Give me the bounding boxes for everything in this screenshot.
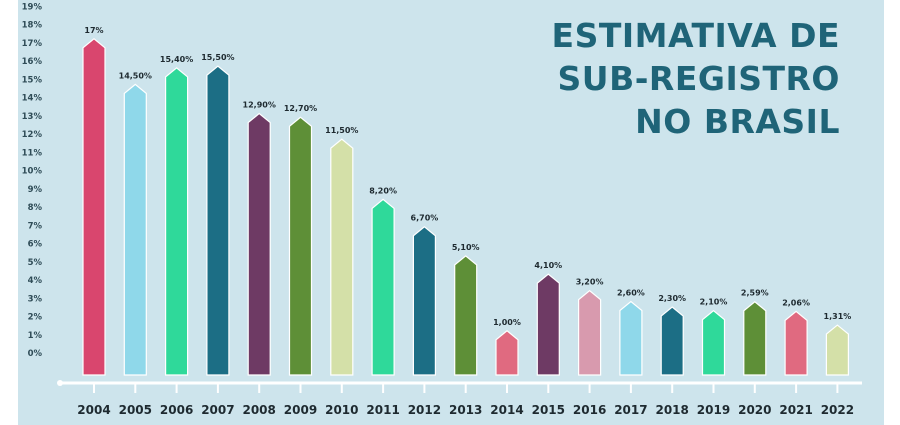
y-tick-label: 11% xyxy=(22,148,43,158)
data-label: 2,60% xyxy=(617,289,645,298)
y-tick-label: 10% xyxy=(22,167,43,177)
x-tick-label: 2015 xyxy=(532,403,565,417)
data-label: 14,50% xyxy=(119,71,152,80)
y-tick-label: 3% xyxy=(28,294,43,304)
x-tick-label: 2007 xyxy=(201,403,234,417)
x-tick-label: 2006 xyxy=(160,403,193,417)
data-label: 2,06% xyxy=(782,298,810,307)
y-tick-label: 8% xyxy=(28,203,43,213)
data-label: 12,70% xyxy=(284,104,317,113)
data-label: 6,70% xyxy=(411,214,439,223)
y-tick-label: 6% xyxy=(28,240,43,250)
data-label: 2,10% xyxy=(700,298,728,307)
x-tick-label: 2014 xyxy=(490,403,523,417)
bar-2004 xyxy=(82,37,106,376)
y-tick-label: 14% xyxy=(22,94,43,104)
x-tick-label: 2009 xyxy=(284,403,317,417)
y-tick-label: 2% xyxy=(28,313,43,323)
bar-2005 xyxy=(123,83,147,376)
bar-2013 xyxy=(454,255,478,376)
data-label: 12,90% xyxy=(243,101,276,110)
bar-2007 xyxy=(206,65,230,376)
x-tick-label: 2010 xyxy=(325,403,358,417)
x-tick-label: 2013 xyxy=(449,403,482,417)
bar-2006 xyxy=(165,67,189,376)
bar-2011 xyxy=(371,198,395,376)
bar-2022 xyxy=(825,324,849,376)
bar-2016 xyxy=(578,289,602,376)
x-tick-label: 2018 xyxy=(655,403,688,417)
chart-panel xyxy=(18,0,884,425)
y-tick-label: 19% xyxy=(22,2,43,12)
x-tick-label: 2005 xyxy=(119,403,152,417)
x-tick-label: 2017 xyxy=(614,403,647,417)
bar-2018 xyxy=(660,306,684,376)
x-tick-label: 2016 xyxy=(573,403,606,417)
x-tick-label: 2012 xyxy=(408,403,441,417)
x-tick-label: 2020 xyxy=(738,403,771,417)
chart-title-line-1: ESTIMATIVA DE xyxy=(551,16,840,55)
data-label: 5,10% xyxy=(452,243,480,252)
bar-2015 xyxy=(536,273,560,376)
x-tick-label: 2021 xyxy=(779,403,812,417)
y-tick-label: 4% xyxy=(28,276,43,286)
data-label: 8,20% xyxy=(369,186,397,195)
data-label: 15,50% xyxy=(201,53,234,62)
y-tick-label: 15% xyxy=(22,75,43,85)
data-label: 1,00% xyxy=(493,318,521,327)
data-label: 15,40% xyxy=(160,55,193,64)
x-tick-label: 2019 xyxy=(697,403,730,417)
chart-title: ESTIMATIVA DE SUB-REGISTRO NO BRASIL xyxy=(552,14,840,143)
data-label: 3,20% xyxy=(576,278,604,287)
x-tick-label: 2011 xyxy=(366,403,399,417)
data-label: 4,10% xyxy=(534,261,562,270)
y-tick-label: 7% xyxy=(28,221,43,231)
y-tick-label: 13% xyxy=(22,112,43,122)
bar-2014 xyxy=(495,329,519,376)
bar-2012 xyxy=(412,225,436,376)
y-tick-label: 9% xyxy=(28,185,43,195)
data-label: 17% xyxy=(84,26,103,35)
bar-2020 xyxy=(743,300,767,376)
x-tick-label: 2022 xyxy=(821,403,854,417)
bar-2017 xyxy=(619,300,643,376)
y-tick-label: 18% xyxy=(22,21,43,31)
bar-2010 xyxy=(330,138,354,376)
bar-2008 xyxy=(247,112,271,376)
y-tick-label: 17% xyxy=(22,39,43,49)
bar-2019 xyxy=(701,309,726,376)
x-tick-label: 2004 xyxy=(77,403,110,417)
chart-title-line-2: SUB-REGISTRO xyxy=(557,59,840,98)
bar-2021 xyxy=(784,310,808,376)
y-tick-label: 5% xyxy=(28,258,43,268)
chart-title-line-3: NO BRASIL xyxy=(635,102,840,141)
data-label: 2,30% xyxy=(658,294,686,303)
x-axis-start-dot xyxy=(57,380,63,386)
data-label: 2,59% xyxy=(741,289,769,298)
y-tick-label: 0% xyxy=(28,349,43,359)
data-label: 1,31% xyxy=(824,312,852,321)
bar-2009 xyxy=(288,116,313,376)
y-tick-label: 12% xyxy=(22,130,43,140)
data-label: 11,50% xyxy=(325,126,358,135)
y-tick-label: 16% xyxy=(22,57,43,67)
x-tick-label: 2008 xyxy=(242,403,275,417)
y-tick-label: 1% xyxy=(28,331,43,341)
